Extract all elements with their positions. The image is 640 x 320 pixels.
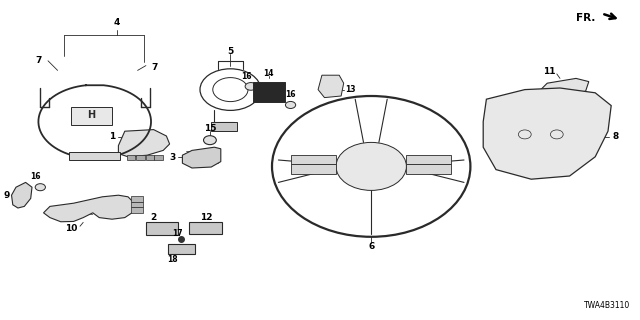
Bar bbox=[211, 122, 237, 131]
Text: 11: 11 bbox=[543, 67, 556, 76]
Bar bbox=[189, 222, 222, 234]
Text: H: H bbox=[88, 110, 95, 120]
Bar bbox=[146, 155, 154, 160]
Text: 9: 9 bbox=[3, 191, 10, 200]
Bar bbox=[253, 82, 285, 102]
Text: FR.: FR. bbox=[576, 12, 595, 23]
Text: TWA4B3110: TWA4B3110 bbox=[584, 301, 630, 310]
Ellipse shape bbox=[285, 101, 296, 108]
Bar bbox=[131, 207, 143, 213]
Polygon shape bbox=[318, 75, 344, 98]
Ellipse shape bbox=[35, 184, 45, 191]
Text: 7: 7 bbox=[35, 56, 42, 65]
Text: 8: 8 bbox=[612, 132, 619, 141]
Ellipse shape bbox=[336, 142, 406, 190]
Polygon shape bbox=[541, 78, 589, 96]
Polygon shape bbox=[182, 147, 221, 168]
Bar bbox=[131, 202, 143, 207]
Text: 6: 6 bbox=[368, 242, 374, 251]
Polygon shape bbox=[12, 182, 32, 208]
Bar bbox=[131, 196, 143, 202]
Bar bbox=[127, 155, 135, 160]
Text: 2: 2 bbox=[150, 213, 157, 222]
Text: 4: 4 bbox=[114, 18, 120, 27]
Text: 18: 18 bbox=[168, 255, 178, 264]
Polygon shape bbox=[483, 88, 611, 179]
Bar bbox=[291, 164, 336, 174]
Bar bbox=[168, 244, 195, 254]
Text: 3: 3 bbox=[170, 153, 176, 162]
Text: 16: 16 bbox=[241, 72, 252, 81]
Bar bbox=[406, 155, 451, 164]
Bar bbox=[146, 222, 178, 235]
Polygon shape bbox=[44, 195, 134, 222]
Ellipse shape bbox=[204, 136, 216, 145]
Bar bbox=[154, 155, 163, 160]
Text: 16: 16 bbox=[31, 172, 41, 181]
Bar bbox=[69, 152, 120, 160]
Text: 10: 10 bbox=[65, 224, 78, 233]
Bar bbox=[406, 164, 451, 174]
Text: 7: 7 bbox=[152, 63, 158, 72]
Bar bbox=[136, 155, 145, 160]
Bar bbox=[291, 155, 336, 164]
Bar bbox=[71, 107, 112, 125]
Text: 5: 5 bbox=[227, 47, 234, 56]
Text: 12: 12 bbox=[200, 213, 212, 222]
Ellipse shape bbox=[245, 83, 257, 90]
Text: 13: 13 bbox=[346, 85, 356, 94]
Polygon shape bbox=[118, 130, 170, 157]
Text: 16: 16 bbox=[285, 90, 296, 99]
Text: 1: 1 bbox=[109, 132, 115, 141]
Text: 17: 17 bbox=[173, 229, 183, 238]
Text: 14: 14 bbox=[264, 69, 274, 78]
Text: 15: 15 bbox=[204, 124, 216, 133]
